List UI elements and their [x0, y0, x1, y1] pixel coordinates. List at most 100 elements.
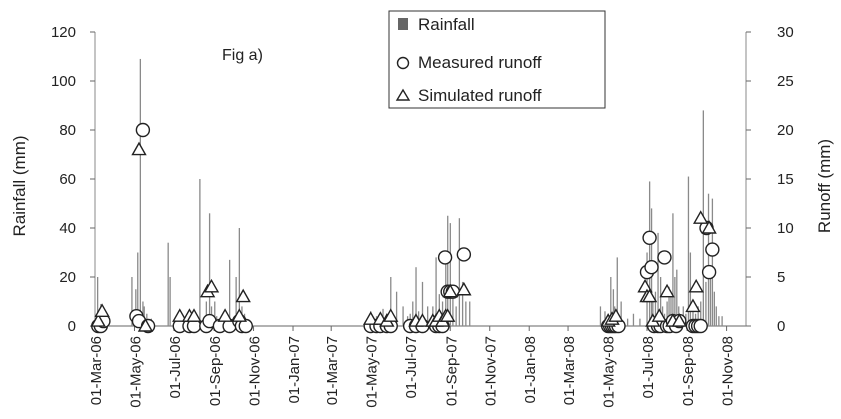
rainfall-bar [139, 58, 141, 326]
simulated-runoff-point [641, 288, 658, 303]
simulated-runoff-point [701, 220, 717, 234]
x-tick-label: 01-Jul-07 [403, 336, 420, 399]
simulated-runoff-point [235, 288, 251, 303]
rainfall-bar [676, 269, 678, 326]
rainfall-bar [214, 301, 216, 326]
rainfall-bar [620, 301, 622, 326]
y2-tick-label: 10 [777, 220, 794, 237]
left-axis: 0 20 40 60 80 100 120 [51, 24, 95, 335]
rainfall-bar [721, 316, 723, 326]
legend: Rainfall Measured runoff Simulated runof… [388, 10, 606, 109]
rainfall-bar [167, 242, 169, 326]
x-tick-label: 01-Jul-06 [167, 336, 184, 399]
rainfall-bar [449, 223, 451, 326]
legend-measured-marker [396, 56, 410, 70]
rainfall-bar [687, 176, 690, 326]
y-tick-label: 120 [51, 24, 76, 41]
measured-runoff-point [642, 230, 657, 246]
y-tick-label: 60 [59, 171, 76, 188]
rainfall-bar [458, 218, 461, 326]
x-axis: 01-Mar-06 01-May-06 01-Jul-06 01-Sep-06 01-N… [88, 326, 737, 408]
rainfall-bar [612, 289, 615, 326]
y2-tick-label: 0 [777, 318, 785, 335]
measured-runoff-point [705, 242, 720, 257]
rainfall-bar [599, 306, 602, 326]
measured-runoff-point [238, 318, 253, 334]
simulated-runoff-point [137, 318, 154, 332]
rainfall-bar [199, 179, 201, 326]
legend-simulated-marker [395, 88, 411, 101]
rainfall-bar [238, 228, 241, 326]
rainfall-bar [205, 301, 208, 326]
simulated-runoff-point [362, 311, 379, 325]
simulated-runoff-point [608, 308, 624, 322]
rainfall-bar [707, 193, 710, 326]
measured-runoff-point [437, 250, 453, 265]
rainfall-bar [96, 277, 99, 326]
simulated-runoff-point [439, 308, 456, 322]
simulated-runoff-point [172, 308, 188, 322]
rainfall-bar [390, 277, 392, 326]
simulated-runoff-point [685, 298, 701, 313]
measured-runoff-point [657, 250, 672, 265]
y2-tick-label: 5 [777, 269, 785, 286]
rainfall-bar [705, 281, 707, 326]
rainfall-bar [412, 301, 414, 326]
rainfall-bar [135, 289, 137, 326]
y-axis-title: Rainfall (mm) [10, 135, 29, 236]
x-tick-label: 01-Jan-07 [286, 336, 303, 404]
x-tick-label: 01-Mar-08 [561, 336, 578, 405]
rainfall-bar [700, 301, 702, 326]
rainfall-bar [697, 306, 699, 326]
x-tick-label: 01-Jan-08 [522, 336, 539, 404]
rainfall-bar [639, 318, 641, 326]
legend-box [388, 10, 606, 109]
x-tick-label: 01-Sep-08 [680, 336, 697, 406]
rainfall-bar [208, 213, 211, 326]
measured-runoff-point [135, 122, 151, 138]
y2-axis-title: Runoff (mm) [815, 139, 834, 233]
simulated-runoff-point [693, 210, 709, 224]
rainfall-bar [447, 215, 449, 326]
x-tick-label: 01-Sep-07 [443, 336, 460, 406]
x-tick-label: 01-Nov-06 [247, 336, 264, 406]
simulated-runoff-point [203, 278, 220, 293]
rainfall-bar [648, 181, 651, 326]
simulated-runoff-point [131, 141, 147, 156]
simulated-runoff-point [456, 281, 472, 296]
rainfall-bar [657, 232, 659, 326]
simulated-runoff-point [90, 313, 106, 327]
rainfall-bar [610, 277, 612, 326]
rainfall-bar [435, 257, 437, 326]
y2-tick-label: 15 [777, 171, 794, 188]
rainfall-bar [169, 277, 171, 326]
y-tick-label: 0 [68, 318, 76, 335]
y2-tick-label: 25 [777, 73, 794, 90]
y-tick-label: 100 [51, 73, 76, 90]
x-tick-label: 01-Sep-06 [207, 336, 224, 406]
right-axis: 0 5 10 15 20 25 30 [746, 24, 794, 335]
legend-measured-label: Measured runoff [418, 53, 542, 72]
simulated-runoff-point [671, 313, 688, 327]
rainfall-bar [713, 291, 715, 326]
rainfall-bar [718, 316, 720, 326]
rainfall-bar [421, 281, 424, 326]
simulated-runoff-point [217, 308, 233, 322]
rainfall-bar [668, 286, 670, 326]
rainfall-bar [469, 301, 471, 326]
rainfall-bar [455, 306, 457, 326]
y-tick-label: 40 [59, 220, 76, 237]
simulated-runoff-point [688, 278, 704, 293]
x-tick-label: 01-May-06 [127, 336, 144, 408]
measured-runoff-point [693, 318, 708, 334]
simulated-runoff-point [186, 308, 202, 322]
rainfall-bar [427, 306, 429, 326]
simulated-runoff-point [637, 278, 653, 293]
rainfall-bar [692, 306, 694, 326]
y2-tick-label: 20 [777, 122, 794, 139]
x-tick-label: 01-Nov-08 [720, 336, 737, 406]
rainfall-bar [666, 301, 668, 326]
simulated-runoff-point [651, 308, 667, 322]
simulated-runoff-point [659, 283, 675, 298]
